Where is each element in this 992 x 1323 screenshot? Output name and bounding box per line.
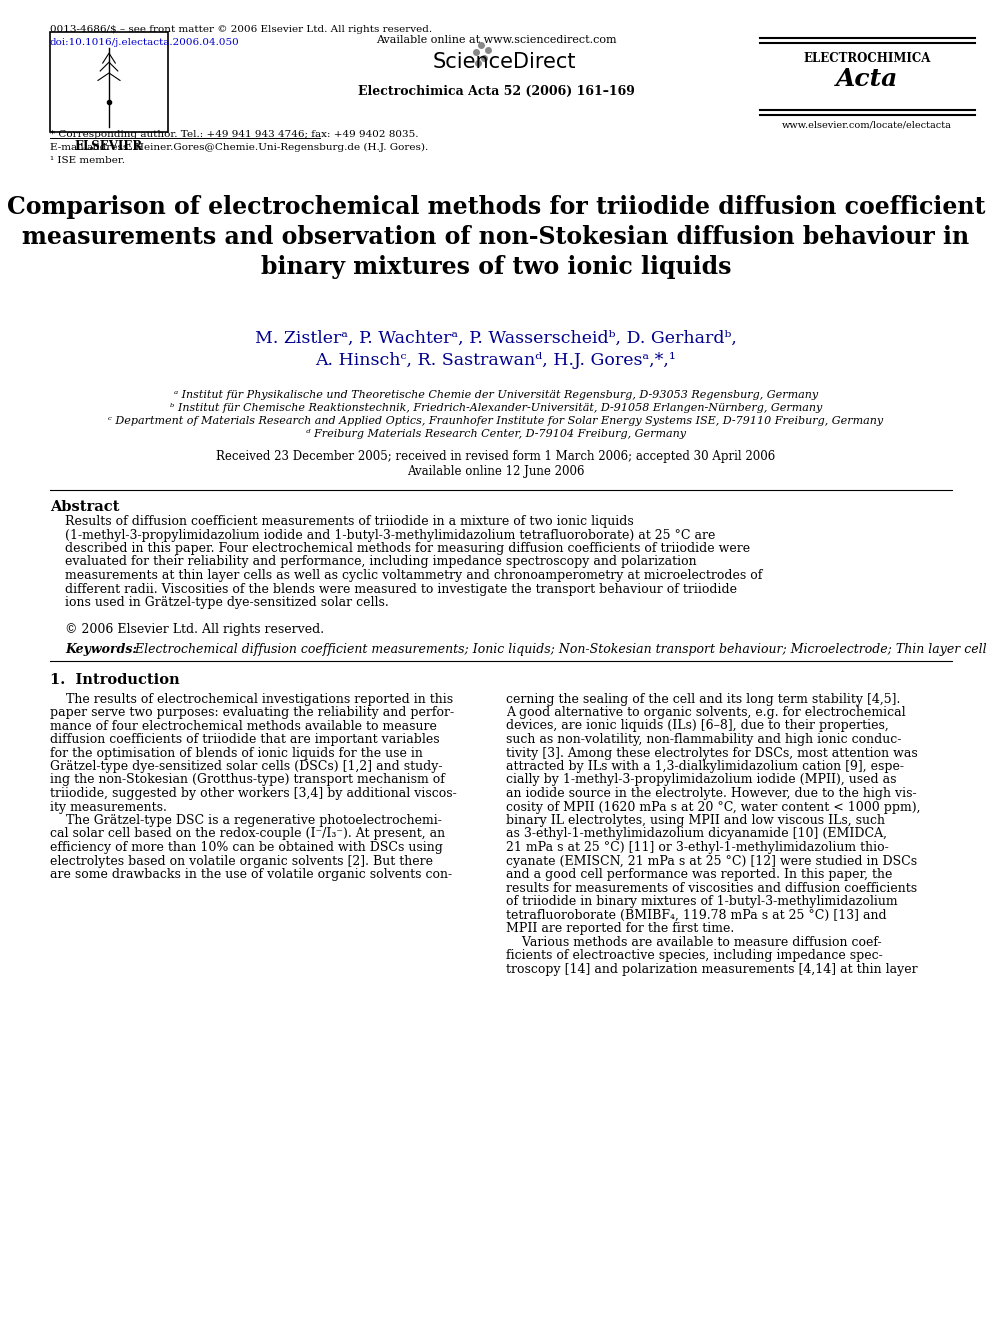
Text: troscopy [14] and polarization measurements [4,14] at thin layer: troscopy [14] and polarization measureme… xyxy=(506,963,918,975)
Text: ¹ ISE member.: ¹ ISE member. xyxy=(50,156,125,165)
Text: ity measurements.: ity measurements. xyxy=(50,800,167,814)
Text: cal solar cell based on the redox-couple (I⁻/I₃⁻). At present, an: cal solar cell based on the redox-couple… xyxy=(50,827,445,840)
Text: ᶜ Department of Materials Research and Applied Optics, Fraunhofer Institute for : ᶜ Department of Materials Research and A… xyxy=(108,415,884,426)
Text: diffusion coefficients of triiodide that are important variables: diffusion coefficients of triiodide that… xyxy=(50,733,439,746)
Text: Electrochimica Acta 52 (2006) 161–169: Electrochimica Acta 52 (2006) 161–169 xyxy=(357,85,635,98)
Text: 21 mPa s at 25 °C) [11] or 3-ethyl-1-methylimidazolium thio-: 21 mPa s at 25 °C) [11] or 3-ethyl-1-met… xyxy=(506,841,889,855)
Text: tivity [3]. Among these electrolytes for DSCs, most attention was: tivity [3]. Among these electrolytes for… xyxy=(506,746,918,759)
Text: Comparison of electrochemical methods for triiodide diffusion coefficient: Comparison of electrochemical methods fo… xyxy=(7,194,985,220)
Text: M. Zistlerᵃ, P. Wachterᵃ, P. Wasserscheidᵇ, D. Gerhardᵇ,: M. Zistlerᵃ, P. Wachterᵃ, P. Wasserschei… xyxy=(255,329,737,347)
Text: triiodide, suggested by other workers [3,4] by additional viscos-: triiodide, suggested by other workers [3… xyxy=(50,787,456,800)
Text: www.elsevier.com/locate/electacta: www.elsevier.com/locate/electacta xyxy=(782,120,952,130)
Text: cially by 1-methyl-3-propylimidazolium iodide (MPII), used as: cially by 1-methyl-3-propylimidazolium i… xyxy=(506,774,897,786)
Text: The Grätzel-type DSC is a regenerative photoelectrochemi-: The Grätzel-type DSC is a regenerative p… xyxy=(50,814,441,827)
Text: ᵈ Freiburg Materials Research Center, D-79104 Freiburg, Germany: ᵈ Freiburg Materials Research Center, D-… xyxy=(306,429,686,439)
Text: * Corresponding author. Tel.: +49 941 943 4746; fax: +49 9402 8035.: * Corresponding author. Tel.: +49 941 94… xyxy=(50,130,419,139)
Text: ᵃ Institut für Physikalische und Theoretische Chemie der Universität Regensburg,: ᵃ Institut für Physikalische und Theoret… xyxy=(174,390,818,400)
Text: ions used in Grätzel-type dye-sensitized solar cells.: ions used in Grätzel-type dye-sensitized… xyxy=(65,595,389,609)
Text: © 2006 Elsevier Ltd. All rights reserved.: © 2006 Elsevier Ltd. All rights reserved… xyxy=(65,623,324,636)
Text: such as non-volatility, non-flammability and high ionic conduc-: such as non-volatility, non-flammability… xyxy=(506,733,902,746)
Text: evaluated for their reliability and performance, including impedance spectroscop: evaluated for their reliability and perf… xyxy=(65,556,696,569)
Text: cerning the sealing of the cell and its long term stability [4,5].: cerning the sealing of the cell and its … xyxy=(506,692,901,705)
Text: binary IL electrolytes, using MPII and low viscous ILs, such: binary IL electrolytes, using MPII and l… xyxy=(506,814,885,827)
Text: measurements and observation of non-Stokesian diffusion behaviour in: measurements and observation of non-Stok… xyxy=(23,225,969,249)
Bar xyxy=(50,32,168,132)
Text: Available online at www.sciencedirect.com: Available online at www.sciencedirect.co… xyxy=(376,34,616,45)
Text: Grätzel-type dye-sensitized solar cells (DSCs) [1,2] and study-: Grätzel-type dye-sensitized solar cells … xyxy=(50,759,442,773)
Text: ficients of electroactive species, including impedance spec-: ficients of electroactive species, inclu… xyxy=(506,949,883,962)
Text: cyanate (EMISCN, 21 mPa s at 25 °C) [12] were studied in DSCs: cyanate (EMISCN, 21 mPa s at 25 °C) [12]… xyxy=(506,855,918,868)
Text: Electrochemical diffusion coefficient measurements; Ionic liquids; Non-Stokesian: Electrochemical diffusion coefficient me… xyxy=(127,643,987,655)
Text: The results of electrochemical investigations reported in this: The results of electrochemical investiga… xyxy=(50,692,453,705)
Text: A good alternative to organic solvents, e.g. for electrochemical: A good alternative to organic solvents, … xyxy=(506,706,906,718)
Text: paper serve two purposes: evaluating the reliability and perfor-: paper serve two purposes: evaluating the… xyxy=(50,706,454,718)
Text: 0013-4686/$ – see front matter © 2006 Elsevier Ltd. All rights reserved.: 0013-4686/$ – see front matter © 2006 El… xyxy=(50,25,433,34)
Text: doi:10.1016/j.electacta.2006.04.050: doi:10.1016/j.electacta.2006.04.050 xyxy=(50,38,240,48)
Text: Results of diffusion coefficient measurements of triiodide in a mixture of two i: Results of diffusion coefficient measure… xyxy=(65,515,634,528)
Text: binary mixtures of two ionic liquids: binary mixtures of two ionic liquids xyxy=(261,255,731,279)
Text: MPII are reported for the first time.: MPII are reported for the first time. xyxy=(506,922,734,935)
Text: results for measurements of viscosities and diffusion coefficients: results for measurements of viscosities … xyxy=(506,881,918,894)
Text: ScienceDirect: ScienceDirect xyxy=(433,52,575,71)
Text: E-mail address: Heiner.Gores@Chemie.Uni-Regensburg.de (H.J. Gores).: E-mail address: Heiner.Gores@Chemie.Uni-… xyxy=(50,143,429,152)
Text: electrolytes based on volatile organic solvents [2]. But there: electrolytes based on volatile organic s… xyxy=(50,855,433,868)
Text: Acta: Acta xyxy=(836,67,898,91)
Text: devices, are ionic liquids (ILs) [6–8], due to their properties,: devices, are ionic liquids (ILs) [6–8], … xyxy=(506,720,889,733)
Text: ELSEVIER: ELSEVIER xyxy=(75,140,143,153)
Text: ing the non-Stokesian (Grotthus-type) transport mechanism of: ing the non-Stokesian (Grotthus-type) tr… xyxy=(50,774,444,786)
Text: Abstract: Abstract xyxy=(50,500,119,515)
Text: Available online 12 June 2006: Available online 12 June 2006 xyxy=(408,464,584,478)
Text: of triiodide in binary mixtures of 1-butyl-3-methylimidazolium: of triiodide in binary mixtures of 1-but… xyxy=(506,894,898,908)
Text: Various methods are available to measure diffusion coef-: Various methods are available to measure… xyxy=(506,935,882,949)
Text: an iodide source in the electrolyte. However, due to the high vis-: an iodide source in the electrolyte. How… xyxy=(506,787,917,800)
Text: attracted by ILs with a 1,3-dialkylimidazolium cation [9], espe-: attracted by ILs with a 1,3-dialkylimida… xyxy=(506,759,904,773)
Text: and a good cell performance was reported. In this paper, the: and a good cell performance was reported… xyxy=(506,868,893,881)
Text: as 3-ethyl-1-methylimidazolium dicyanamide [10] (EMIDCA,: as 3-ethyl-1-methylimidazolium dicyanami… xyxy=(506,827,887,840)
Text: A. Hinschᶜ, R. Sastrawanᵈ, H.J. Goresᵃ,*,¹: A. Hinschᶜ, R. Sastrawanᵈ, H.J. Goresᵃ,*… xyxy=(315,352,677,369)
Text: for the optimisation of blends of ionic liquids for the use in: for the optimisation of blends of ionic … xyxy=(50,746,423,759)
Text: measurements at thin layer cells as well as cyclic voltammetry and chronoamperom: measurements at thin layer cells as well… xyxy=(65,569,763,582)
Text: ELECTROCHIMICA: ELECTROCHIMICA xyxy=(804,52,930,65)
Text: ᵇ Institut für Chemische Reaktionstechnik, Friedrich-Alexander-Universität, D-91: ᵇ Institut für Chemische Reaktionstechni… xyxy=(170,404,822,413)
Text: efficiency of more than 10% can be obtained with DSCs using: efficiency of more than 10% can be obtai… xyxy=(50,841,442,855)
Text: cosity of MPII (1620 mPa s at 20 °C, water content < 1000 ppm),: cosity of MPII (1620 mPa s at 20 °C, wat… xyxy=(506,800,921,814)
Text: described in this paper. Four electrochemical methods for measuring diffusion co: described in this paper. Four electroche… xyxy=(65,542,750,556)
Text: are some drawbacks in the use of volatile organic solvents con-: are some drawbacks in the use of volatil… xyxy=(50,868,452,881)
Text: (1-methyl-3-propylimidazolium iodide and 1-butyl-3-methylimidazolium tetrafluoro: (1-methyl-3-propylimidazolium iodide and… xyxy=(65,528,715,541)
Text: Received 23 December 2005; received in revised form 1 March 2006; accepted 30 Ap: Received 23 December 2005; received in r… xyxy=(216,450,776,463)
Text: tetrafluoroborate (BMIBF₄, 119.78 mPa s at 25 °C) [13] and: tetrafluoroborate (BMIBF₄, 119.78 mPa s … xyxy=(506,909,887,922)
Text: Keywords:: Keywords: xyxy=(65,643,137,655)
Text: 1.  Introduction: 1. Introduction xyxy=(50,672,180,687)
Text: different radii. Viscosities of the blends were measured to investigate the tran: different radii. Viscosities of the blen… xyxy=(65,582,737,595)
Text: mance of four electrochemical methods available to measure: mance of four electrochemical methods av… xyxy=(50,720,436,733)
